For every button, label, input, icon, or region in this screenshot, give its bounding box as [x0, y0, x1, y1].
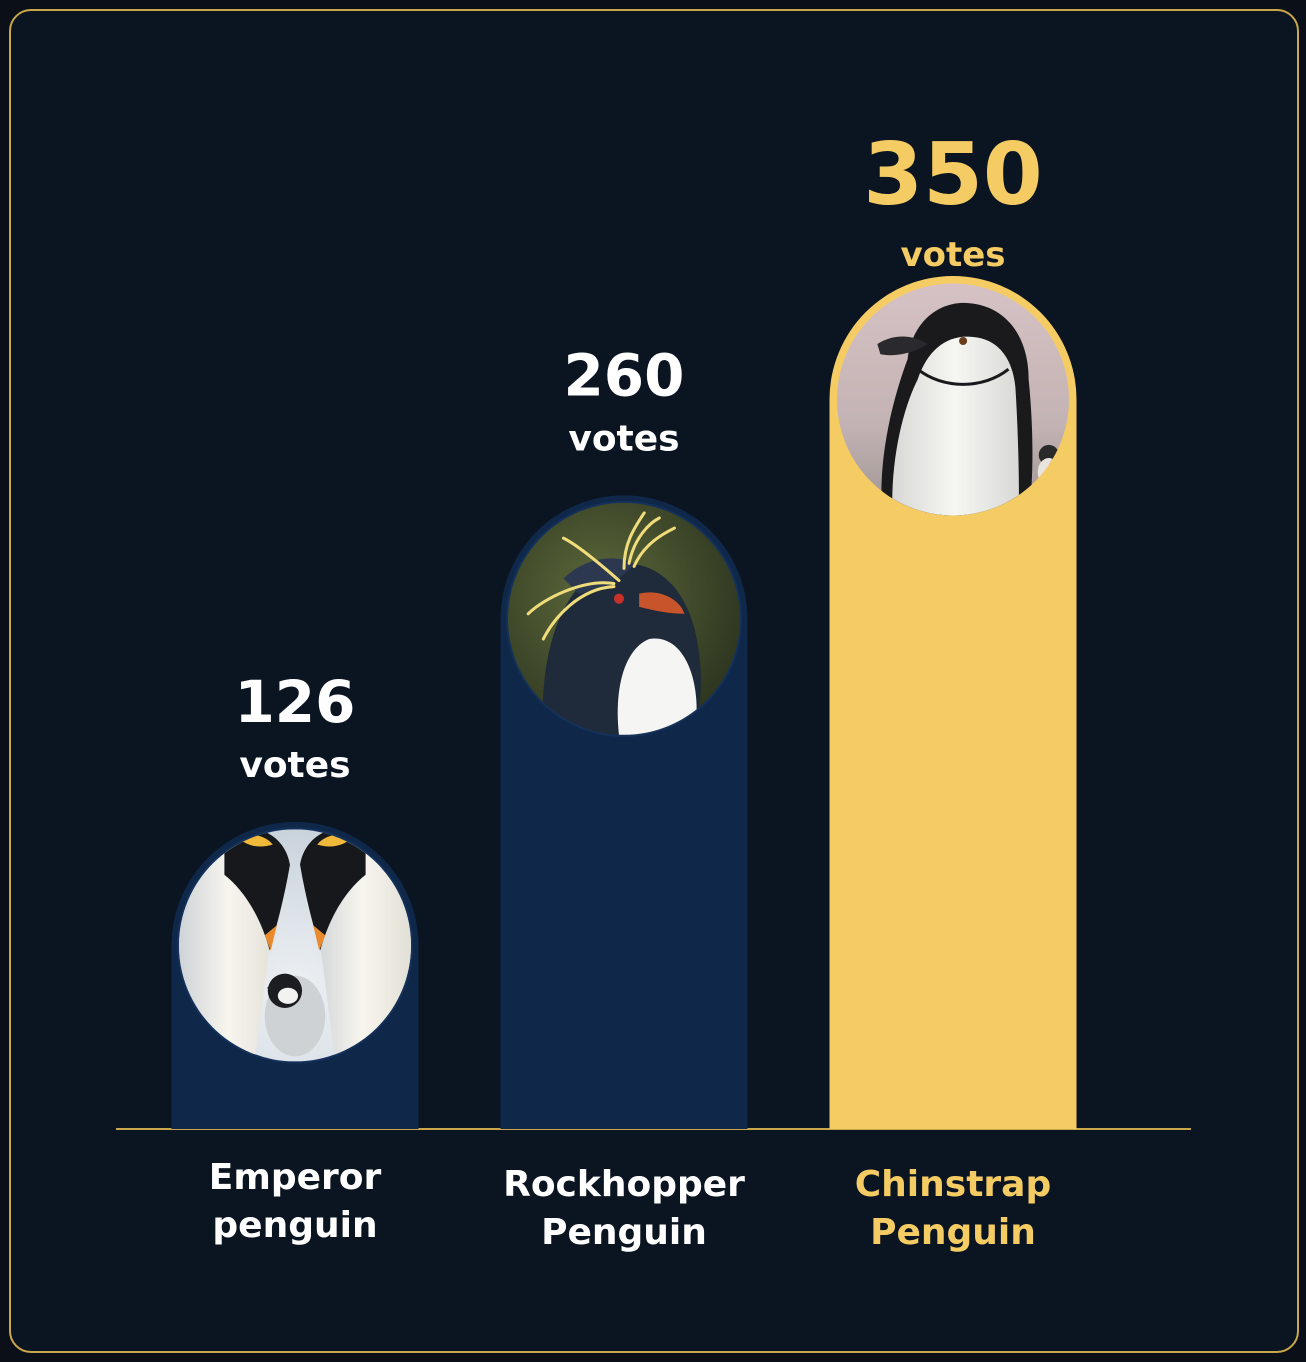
category-label: Penguin [870, 1212, 1036, 1253]
bar-group: 260 votes Rockhopper Penguin [500, 341, 748, 1253]
emperor-penguin-photo [179, 829, 411, 1062]
bar-group: 350 votes Chinstrap Penguin [829, 125, 1077, 1253]
category-label: Penguin [541, 1212, 707, 1253]
value-label: 126 [234, 668, 355, 736]
chart-frame: 126 votes Emperor penguin 260 votes Rockhopper… [9, 9, 1299, 1353]
chinstrap-penguin-photo [837, 284, 1069, 516]
value-unit-label: votes [568, 418, 679, 459]
vote-bar-chart: 126 votes Emperor penguin 260 votes Rockhopper… [116, 125, 1191, 1253]
rockhopper-penguin-photo [508, 503, 740, 735]
category-label: Rockhopper [503, 1164, 745, 1205]
category-label: Chinstrap [855, 1164, 1051, 1205]
category-label: penguin [212, 1205, 377, 1246]
category-label: Emperor [209, 1157, 382, 1198]
value-label: 260 [563, 341, 684, 409]
value-unit-label: votes [900, 235, 1005, 275]
value-unit-label: votes [239, 745, 350, 786]
value-label: 350 [863, 125, 1043, 225]
bar-group: 126 votes Emperor penguin [171, 668, 419, 1246]
